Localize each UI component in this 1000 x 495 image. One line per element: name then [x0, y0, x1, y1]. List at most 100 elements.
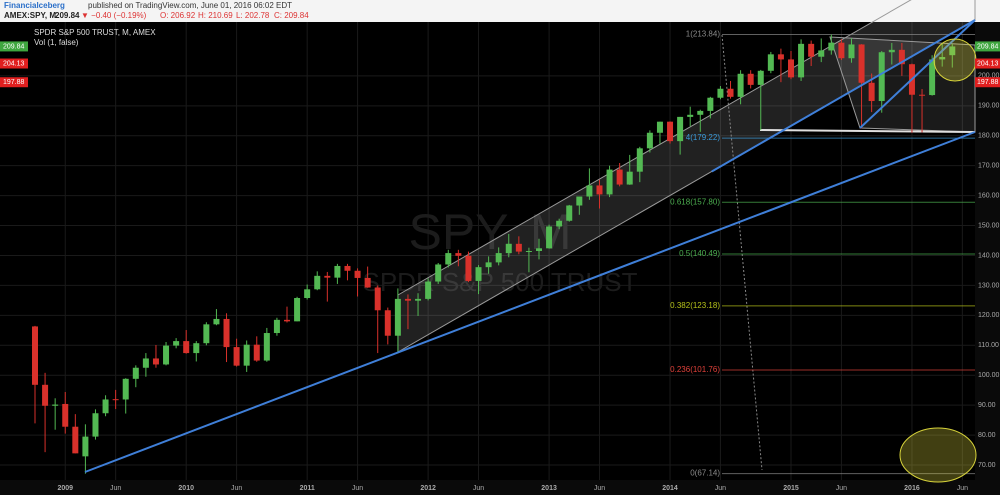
y-tick-label: 130.00 [978, 282, 1000, 289]
price-tag-label: 209.84 [3, 43, 25, 50]
candle-body [616, 169, 623, 185]
candle-body [888, 49, 895, 53]
candle-body [82, 436, 89, 457]
candle-body [838, 42, 845, 59]
price-tag [975, 41, 1000, 52]
candle-body [656, 121, 663, 133]
x-tick-label: 2011 [300, 485, 315, 492]
y-tick-label: 70.00 [978, 462, 996, 469]
y-tick-label: 180.00 [978, 133, 1000, 140]
candle-body [939, 57, 946, 60]
x-tick-label: 2014 [662, 485, 678, 492]
candle-body [747, 73, 754, 85]
candle-body [868, 82, 875, 102]
plot-area [0, 22, 975, 480]
candle-body [142, 358, 149, 368]
candle-body [273, 319, 280, 334]
candle-body [374, 287, 381, 311]
candle-body [536, 248, 542, 251]
candle-body [263, 333, 270, 361]
candle-body [546, 226, 553, 249]
candle-body [687, 114, 694, 117]
highlight-ellipse [899, 427, 977, 483]
candle-body [32, 326, 38, 385]
candle-body [203, 324, 210, 344]
price-tag-label: 209.84 [977, 43, 999, 50]
price-tag [0, 41, 28, 52]
last-price: 209.84 [55, 11, 80, 20]
candle-body [777, 54, 784, 60]
x-tick-label: Jun [231, 485, 242, 492]
x-tick-label: 2010 [178, 485, 194, 492]
fib-label: 0.382(123.18) [670, 301, 720, 310]
fib-label: 0.5(140.49) [679, 249, 720, 258]
x-tick-label: Jun [594, 485, 605, 492]
fib-label: 0(67.14) [690, 469, 720, 478]
x-tick-label: 2015 [783, 485, 799, 492]
y-tick-label: 140.00 [978, 252, 1000, 259]
y-tick-label: 80.00 [978, 432, 996, 439]
candle-body [314, 275, 321, 290]
candle-body [112, 399, 119, 401]
candle-body [636, 148, 643, 172]
y-tick-label: 100.00 [978, 372, 1000, 379]
candle-body [929, 59, 936, 96]
candle-body [717, 88, 724, 98]
candle-body [475, 267, 482, 281]
candle-body [505, 243, 512, 254]
header-bar [0, 0, 1000, 22]
x-axis-strip [0, 480, 975, 495]
x-tick-label: Jun [715, 485, 726, 492]
candle-body [697, 110, 704, 115]
candle-body [828, 42, 835, 51]
author[interactable]: Financialceberg [4, 1, 65, 10]
candle-body [566, 205, 573, 221]
change: ▼ −0.40 (−0.19%) [81, 11, 147, 20]
x-tick-label: Jun [957, 485, 968, 492]
price-tag [0, 77, 28, 88]
symbol: AMEX:SPY, M [4, 11, 56, 20]
x-tick-label: 2013 [541, 485, 557, 492]
price-tag-label: 197.88 [977, 79, 999, 86]
candle-body [455, 253, 462, 256]
fib-label: 1(213.84) [686, 30, 721, 39]
candle-body [576, 196, 583, 206]
support-line [759, 129, 976, 133]
candle-body [122, 378, 129, 400]
x-tick-label: 2012 [420, 485, 436, 492]
open-value: O: 206.92 [160, 11, 196, 20]
watermark-symbol: SPY, M [408, 204, 571, 260]
candle-body [626, 171, 633, 185]
candle-body [596, 185, 603, 195]
candle-body [425, 281, 432, 299]
candle-body [818, 50, 825, 57]
trend-line [859, 19, 976, 129]
candle-body [646, 132, 653, 149]
candle-body [92, 413, 99, 437]
watermark-name: SPDR S&P 500 TRUST [362, 267, 637, 297]
candle-body [435, 264, 442, 282]
fib-label: 0.618(157.80) [670, 197, 720, 206]
high-value: H: 210.69 [198, 11, 233, 20]
y-tick-label: 110.00 [978, 342, 999, 349]
candle-body [324, 275, 331, 278]
candle-body [364, 277, 371, 288]
candle-body [898, 49, 905, 65]
candle-body [294, 297, 301, 322]
candle-body [404, 298, 411, 301]
close-value: C: 209.84 [274, 11, 309, 20]
candle-body [798, 43, 805, 78]
candle-body [858, 44, 865, 83]
candle-body [102, 399, 109, 414]
y-tick-label: 90.00 [978, 402, 996, 409]
candle-body [485, 262, 492, 268]
x-tick-label: 2009 [57, 485, 73, 492]
fib-trend-line [721, 34, 763, 471]
candle-body [677, 116, 684, 142]
candle-body [949, 46, 956, 56]
candle-body [243, 344, 250, 366]
candle-body [394, 298, 401, 336]
candle-body [304, 289, 311, 298]
candle-body [284, 319, 290, 322]
